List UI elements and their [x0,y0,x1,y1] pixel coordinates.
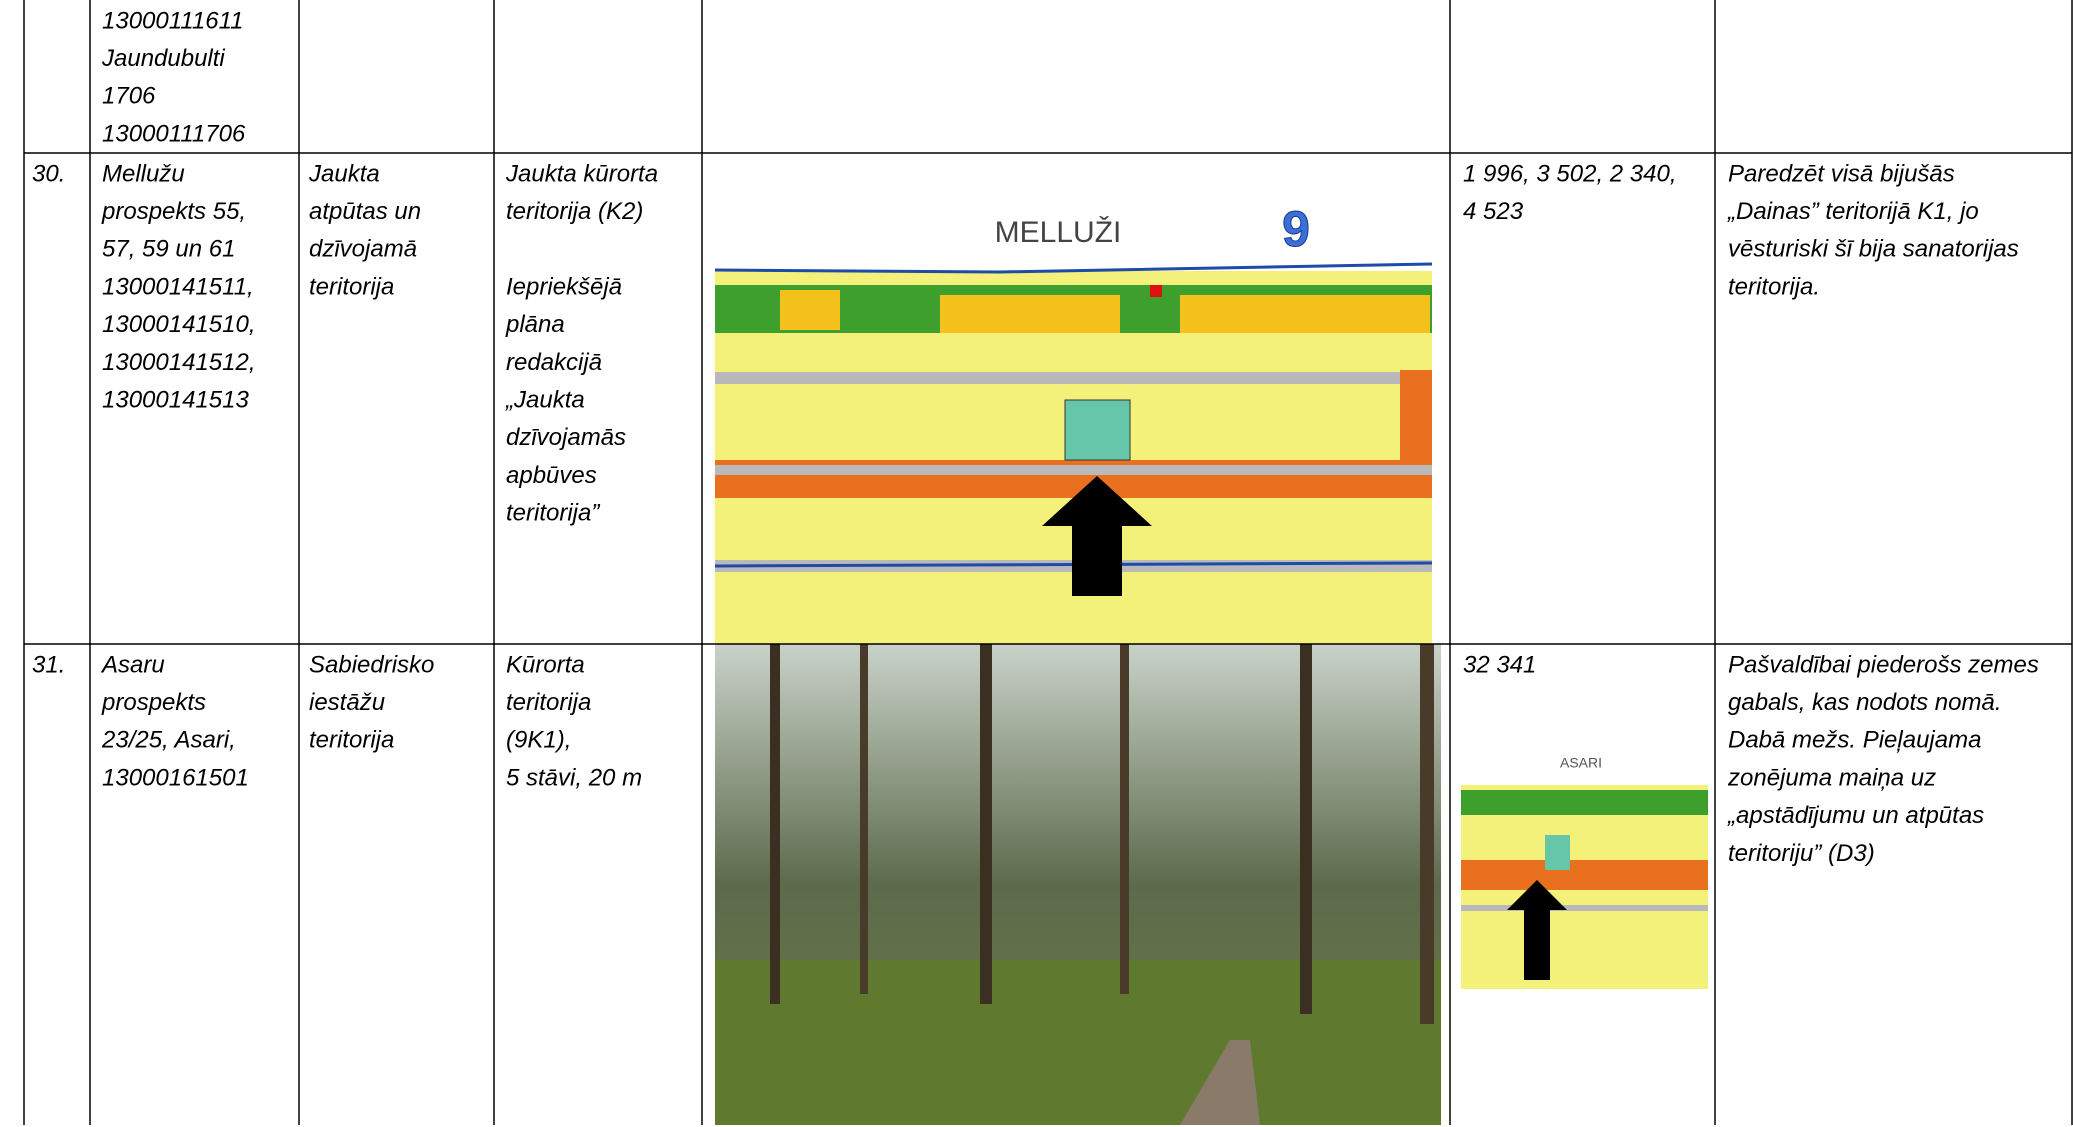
proposed-line: (9K1), [506,727,571,754]
area-line: 4 523 [1463,198,1524,225]
current-line: atpūtas un [309,198,421,225]
note-line: Paredzēt visā bijušās [1728,160,1955,187]
row-number: 30. [32,160,65,187]
note-line: teritorija. [1728,273,1820,300]
address-line: 13000111611 [102,7,243,34]
area-line: 1 996, 3 502, 2 340, [1463,160,1677,187]
note-line: Dabā mežs. Pieļaujama [1728,727,1981,754]
forest-photo [715,644,1441,1125]
address-line: Jaundubulti [101,45,225,72]
address-line: 13000141513 [102,387,249,414]
address-line: 13000141512, [102,349,256,376]
row-number: 31. [32,651,65,678]
previous-line: Iepriekšējā [506,273,622,300]
current-line: teritorija [309,273,394,300]
proposed-line: Kūrorta [506,651,585,678]
note-line: Pašvaldībai piederošs zemes [1728,651,2039,678]
map-number: 9 [1282,201,1310,257]
address-line: 23/25, Asari, [101,727,236,754]
proposed-line: Jaukta kūrorta [505,160,658,187]
proposed-line: 5 stāvi, 20 m [506,764,642,791]
thumbnail-title: ASARI [1560,755,1602,771]
area-line: 32 341 [1463,651,1536,678]
current-line: Sabiedrisko [309,651,434,678]
address-line: 13000141510, [102,311,256,338]
address-line: prospekts [101,689,206,716]
address-line: Mellužu [102,160,185,187]
note-line: teritoriju” (D3) [1728,840,1875,867]
note-line: gabals, kas nodots nomā. [1728,689,2002,716]
previous-line: dzīvojamās [506,424,626,451]
previous-line: apbūves [506,462,597,489]
proposed-line: teritorija [506,689,591,716]
address-line: 13000111706 [102,120,246,147]
address-line: 13000161501 [102,764,249,791]
note-line: „Dainas” teritorijā K1, jo [1727,198,1979,225]
current-line: iestāžu [309,689,385,716]
proposed-line: teritorija (K2) [506,198,643,225]
address-line: Asaru [100,651,165,678]
note-line: zonējuma maiņa uz [1727,764,1936,791]
note-line: „apstādījumu un atpūtas [1727,802,1984,829]
address-line: 1706 [102,83,156,110]
address-line: 13000141511, [102,273,254,300]
previous-line: teritorija” [506,500,600,527]
table-grid [23,0,2073,1125]
zoning-map: MELLUŽI 9 [714,201,1433,644]
current-line: dzīvojamā [309,236,417,263]
current-line: Jaukta [308,160,380,187]
note-line: vēsturiski šī bija sanatorijas [1728,236,2019,263]
address-line: 57, 59 un 61 [102,236,235,263]
previous-line: redakcijā [506,349,602,376]
previous-line: plāna [505,311,565,338]
zoning-thumbnail: ASARI [1461,755,1708,989]
current-line: teritorija [309,727,394,754]
map-title: MELLUŽI [995,216,1122,249]
previous-line: „Jaukta [505,387,585,414]
address-line: prospekts 55, [101,198,246,225]
